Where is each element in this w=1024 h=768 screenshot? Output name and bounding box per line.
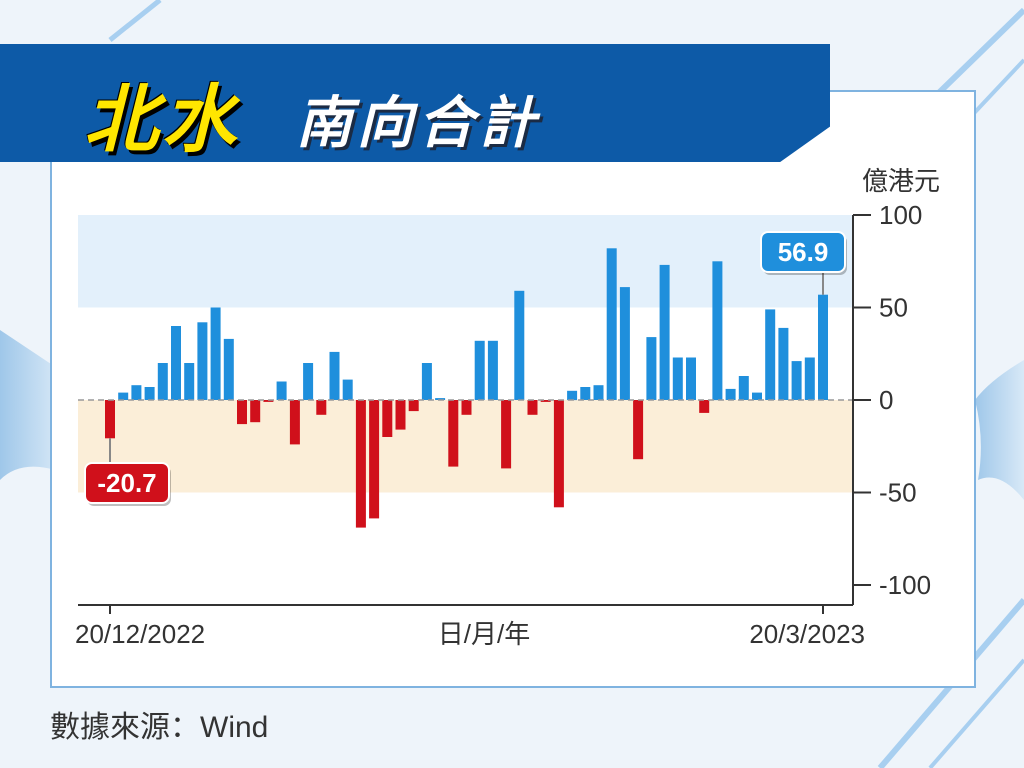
page-title: 北水 (84, 78, 240, 161)
bar (144, 387, 155, 400)
bar (250, 400, 261, 423)
bar (105, 400, 115, 439)
band-positive (78, 215, 853, 308)
bar (395, 400, 406, 430)
bar (619, 287, 630, 400)
y-tick-label: -100 (879, 570, 931, 600)
bar (237, 400, 247, 425)
bar (646, 337, 657, 400)
bar (699, 400, 710, 413)
title-banner (0, 44, 830, 162)
water-splash-right (975, 360, 1024, 500)
bar (818, 294, 828, 400)
callout-box (84, 462, 170, 504)
y-tick-label: 100 (879, 200, 922, 230)
y-tick-label: 0 (879, 385, 893, 415)
bar (527, 400, 538, 415)
bar (738, 376, 749, 400)
bar (223, 338, 234, 400)
bar (686, 357, 696, 400)
x-tick-label: 20/3/2023 (749, 619, 865, 649)
bar (553, 400, 564, 508)
bar (778, 327, 789, 400)
bar (131, 385, 142, 400)
bar (752, 392, 762, 400)
bar (672, 357, 683, 400)
bar (474, 340, 485, 400)
bar (329, 351, 340, 400)
bar (408, 400, 419, 412)
bar (303, 363, 314, 400)
bar (342, 379, 353, 400)
bar (276, 381, 287, 400)
bar (567, 390, 578, 401)
bar (659, 264, 670, 400)
y-tick-label: -50 (879, 478, 917, 508)
bar (501, 400, 512, 469)
x-tick-label: 20/12/2022 (75, 619, 205, 649)
callout-box (760, 231, 846, 273)
bar (421, 363, 432, 400)
bar (435, 398, 446, 400)
bar (448, 400, 459, 467)
callout-label: 56.9 (778, 237, 829, 267)
bar (316, 400, 327, 415)
bar (580, 387, 591, 400)
bar (804, 357, 815, 400)
data-source: 數據來源：Wind (50, 711, 269, 744)
bar (197, 322, 208, 400)
bar (171, 326, 181, 400)
bar (210, 307, 221, 400)
bar (184, 363, 195, 400)
band-negative (78, 400, 853, 493)
decor-stripe (108, 0, 162, 42)
y-tick-label: 50 (879, 293, 908, 323)
bar (355, 400, 366, 528)
bar (118, 392, 129, 400)
bar (369, 400, 380, 519)
bar (606, 248, 617, 400)
bar (289, 400, 300, 445)
bar (791, 361, 802, 400)
bar (382, 400, 393, 437)
bar (540, 400, 551, 402)
bar (487, 340, 498, 400)
bar (593, 385, 604, 400)
bar (514, 290, 525, 400)
water-splash-left (0, 330, 60, 480)
bar (633, 400, 644, 460)
bar (712, 261, 723, 401)
y-unit-label: 億港元 (862, 166, 940, 196)
callout-label: -20.7 (97, 468, 156, 498)
bar (461, 400, 472, 415)
bar (263, 400, 274, 402)
bar (765, 309, 776, 400)
bar (725, 388, 736, 400)
bar (157, 363, 168, 400)
x-axis-label: 日/月/年 (438, 619, 530, 649)
page-subtitle: 南向合計 (296, 91, 540, 154)
decor-stripe (928, 658, 1024, 768)
